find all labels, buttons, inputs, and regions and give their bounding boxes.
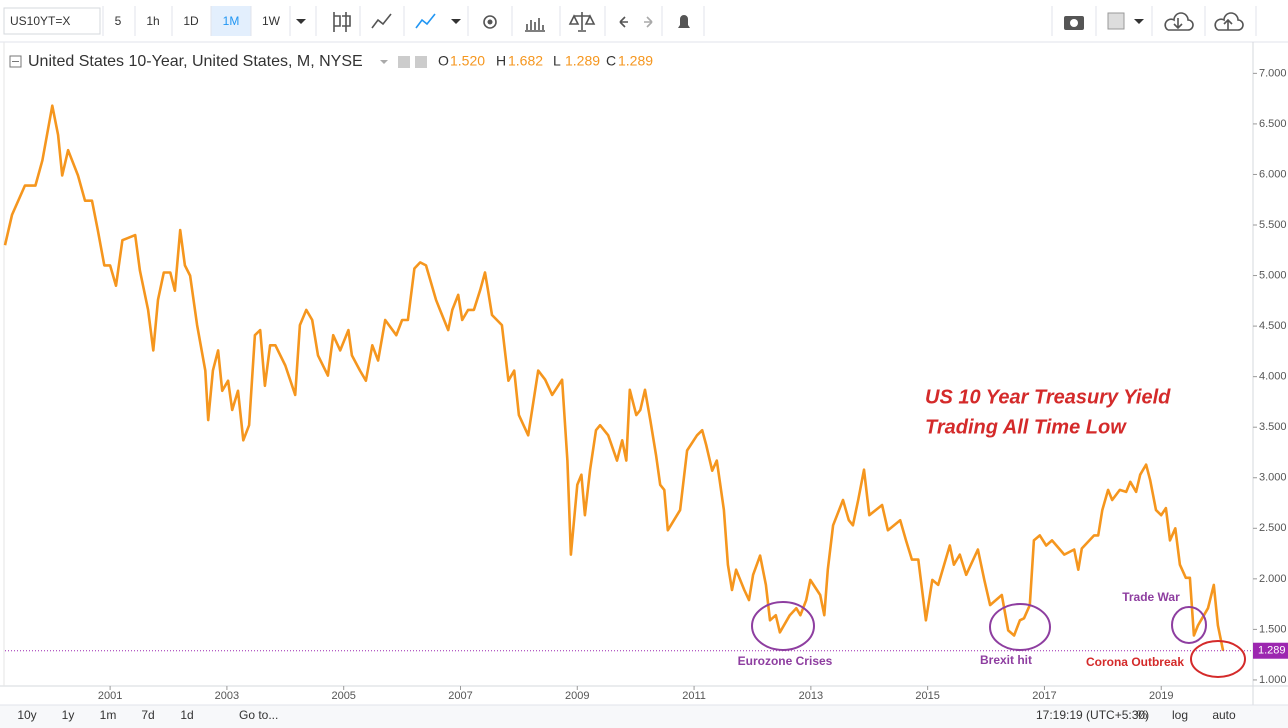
interval-button[interactable]: 5 (115, 14, 122, 28)
y-tick-label: 3.000 (1259, 472, 1287, 484)
interval-button[interactable]: 1M (223, 14, 240, 28)
x-tick-label: 2011 (682, 690, 706, 702)
event-label: Brexit hit (980, 653, 1032, 667)
legend-collapse[interactable] (9, 55, 22, 68)
event-label: Corona Outbreak (1086, 655, 1184, 669)
legend-eye[interactable] (398, 56, 410, 68)
ohlc-label: L (553, 53, 561, 69)
ohlc-value: 1.289 (565, 53, 600, 69)
current-price-badge (1253, 642, 1288, 659)
event-circle (989, 603, 1051, 651)
x-tick-label: 2019 (1149, 690, 1173, 702)
event-label: Trade War (1122, 590, 1180, 604)
y-tick-label: 6.000 (1259, 168, 1287, 180)
event-circle (1171, 606, 1207, 644)
ohlc-value: 1.289 (618, 53, 653, 69)
ohlc-value: 1.682 (508, 53, 543, 69)
goto-button[interactable]: Go to... (239, 708, 278, 722)
y-tick-label: 6.500 (1259, 118, 1287, 130)
range-button[interactable]: 1d (180, 708, 193, 722)
symbol-box[interactable] (3, 7, 101, 35)
event-label: Eurozone Crises (738, 654, 833, 668)
x-tick-label: 2001 (98, 690, 122, 702)
range-button[interactable]: 1m (100, 708, 117, 722)
y-tick-label: 4.000 (1259, 371, 1287, 383)
ohlc-label: O (438, 53, 449, 69)
ohlc-label: C (606, 53, 616, 69)
scale-option[interactable]: auto (1212, 708, 1236, 722)
ohlc-label: H (496, 53, 506, 69)
range-button[interactable]: 7d (141, 708, 154, 722)
interval-button[interactable]: 1W (262, 14, 281, 28)
bottom-bar (0, 705, 1288, 728)
legend-title: United States 10-Year, United States, M,… (28, 53, 363, 70)
y-tick-label: 2.500 (1259, 522, 1287, 534)
x-tick-label: 2005 (331, 690, 355, 702)
current-price-label: 1.289 (1258, 645, 1286, 657)
event-circle (751, 601, 815, 651)
headline: US 10 Year Treasury Yield (925, 386, 1171, 408)
x-tick-label: 2017 (1032, 690, 1056, 702)
y-tick-label: 5.000 (1259, 269, 1287, 281)
y-tick-label: 3.500 (1259, 421, 1287, 433)
x-tick-label: 2013 (799, 690, 823, 702)
active-interval-bg (211, 6, 251, 36)
interval-button[interactable]: 1h (146, 14, 159, 28)
price-line-series (3, 104, 1225, 651)
ohlc-value: 1.520 (450, 53, 485, 69)
y-tick-label: 4.500 (1259, 320, 1287, 332)
event-circle (1190, 640, 1246, 678)
y-tick-label: 1.500 (1259, 623, 1287, 635)
range-button[interactable]: 10y (17, 708, 36, 722)
x-tick-label: 2009 (565, 690, 589, 702)
x-tick-label: 2007 (448, 690, 472, 702)
y-tick-label: 1.000 (1259, 674, 1287, 686)
y-tick-label: 5.500 (1259, 219, 1287, 231)
interval-button[interactable]: 1D (183, 14, 199, 28)
legend-dropdown[interactable] (380, 60, 388, 64)
scale-option[interactable]: % (1137, 708, 1148, 722)
x-tick-label: 2015 (915, 690, 939, 702)
clock: 17:19:19 (UTC+5:30) (1036, 708, 1149, 722)
y-tick-label: 2.000 (1259, 573, 1287, 585)
headline: Trading All Time Low (925, 416, 1127, 438)
scale-option[interactable]: log (1172, 708, 1188, 722)
toolbar-icons[interactable] (296, 12, 1244, 32)
range-button[interactable]: 1y (62, 708, 75, 722)
symbol[interactable]: US10YT=X (10, 14, 70, 28)
x-tick-label: 2003 (215, 690, 239, 702)
legend-settings[interactable] (415, 56, 427, 68)
toolbar-separators (102, 6, 1257, 36)
y-tick-label: 7.000 (1259, 67, 1287, 79)
